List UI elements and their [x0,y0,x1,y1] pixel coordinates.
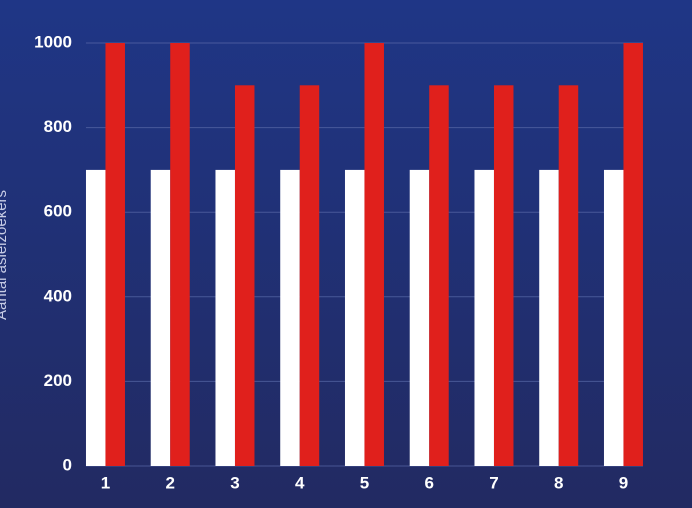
bar [105,43,125,466]
bar [474,169,494,466]
bar [364,43,384,466]
bar [539,169,559,466]
y-tick-label: 600 [44,202,72,221]
bar [170,43,190,466]
bar [234,85,255,467]
bar [558,85,579,467]
bar [623,43,643,466]
bar [603,169,624,466]
x-tick-label: 9 [619,473,628,492]
x-tick-label: 8 [554,473,563,492]
x-tick-label: 1 [101,473,110,492]
y-axis-title: Aantal asielzoekers [0,190,10,320]
bar [280,169,300,466]
y-tick-label: 200 [44,371,72,390]
x-tick-label: 3 [230,473,239,492]
bar [344,169,365,466]
bar [85,169,106,466]
bar [409,169,430,466]
bar [299,85,320,467]
x-tick-label: 2 [165,473,174,492]
x-tick-label: 4 [295,473,305,492]
x-tick-label: 7 [489,473,498,492]
y-tick-label: 0 [63,455,72,474]
bar [150,169,171,466]
x-tick-label: 5 [360,473,369,492]
y-tick-label: 400 [44,286,72,305]
bar [215,169,235,466]
x-tick-label: 6 [424,473,433,492]
bar [429,85,449,467]
bar [493,85,514,467]
y-tick-label: 1000 [34,32,72,51]
y-tick-label: 800 [44,117,72,136]
